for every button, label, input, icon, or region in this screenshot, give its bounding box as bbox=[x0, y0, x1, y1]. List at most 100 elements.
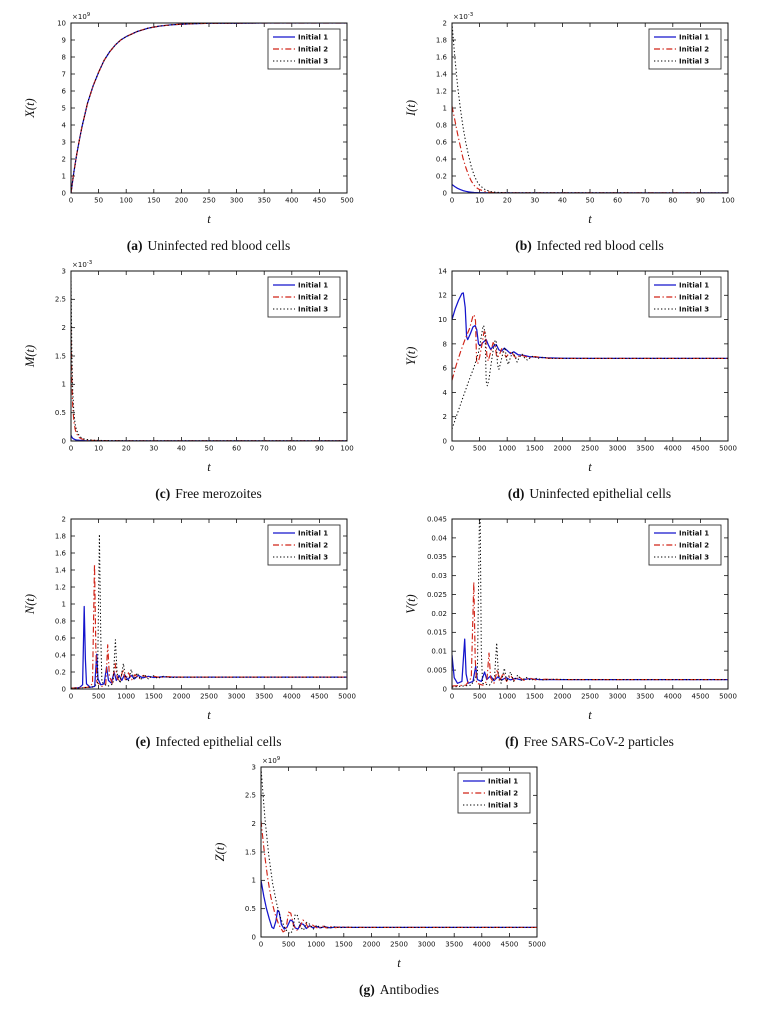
legend-label: Initial 3 bbox=[679, 306, 709, 314]
x-axis-label: t bbox=[588, 708, 592, 722]
y-tick-label: 0.4 bbox=[435, 155, 447, 163]
x-tick-label: 50 bbox=[204, 445, 213, 453]
caption-label-d: (d) bbox=[507, 486, 525, 501]
y-tick-label: 0 bbox=[61, 685, 65, 693]
y-tick-label: 2 bbox=[442, 19, 446, 27]
legend-label: Initial 2 bbox=[679, 542, 709, 550]
plot-box bbox=[70, 518, 347, 690]
series-initial-3 bbox=[451, 519, 728, 688]
series-initial-2 bbox=[70, 563, 347, 689]
x-tick-label: 5000 bbox=[719, 693, 737, 701]
x-tick-label: 350 bbox=[257, 197, 270, 205]
y-tick-label: 0.2 bbox=[54, 668, 65, 676]
figure-row-1: 0 50 100 150 200 250 300 350 400 450 500 0 1 2 3 4 5 6 7 8 9… bbox=[0, 9, 762, 254]
legend-box: Initial 1 Initial 2 Initial 3 bbox=[267, 524, 340, 566]
x-tick-label: 70 bbox=[259, 445, 268, 453]
legend-label: Initial 3 bbox=[298, 554, 328, 562]
x-tick-label: 2000 bbox=[172, 693, 190, 701]
legend-label: Initial 1 bbox=[298, 282, 328, 290]
y-tick-label: 1.5 bbox=[245, 848, 256, 856]
x-tick-label: 2500 bbox=[581, 445, 599, 453]
y-tick-label: 0.2 bbox=[435, 172, 446, 180]
chart-canvas-a: 0 50 100 150 200 250 300 350 400 450 500 0 1 2 3 4 5 6 7 8 9… bbox=[23, 12, 354, 226]
x-tick-label: 1000 bbox=[307, 941, 325, 949]
plot-box bbox=[260, 766, 538, 938]
caption-c: (c) Free merozoites bbox=[155, 486, 262, 502]
y-tick-label: 1.6 bbox=[54, 549, 66, 557]
x-axis-label: t bbox=[207, 460, 211, 474]
x-tick-label: 4000 bbox=[473, 941, 491, 949]
y-tick-label: 10 bbox=[438, 316, 447, 324]
x-tick-label: 0 bbox=[68, 445, 72, 453]
x-tick-label: 5000 bbox=[719, 445, 737, 453]
legend-label: Initial 2 bbox=[488, 790, 518, 798]
x-tick-label: 3500 bbox=[636, 693, 654, 701]
y-tick-label: 0 bbox=[61, 437, 65, 445]
legend-label: Initial 2 bbox=[679, 46, 709, 54]
y-tick-label: 8 bbox=[61, 53, 65, 61]
legend-label: Initial 3 bbox=[298, 306, 328, 314]
x-tick-label: 80 bbox=[668, 197, 677, 205]
y-tick-label: 3 bbox=[252, 763, 256, 771]
subplot-g: 0 500 1000 1500 2000 2500 3000 3500 4000 4500 5000… bbox=[211, 753, 551, 998]
subplot-f: 0 500 1000 1500 2000 2500 3000 3500 4000 4500 5000… bbox=[402, 505, 742, 750]
plot-box bbox=[70, 22, 347, 194]
x-tick-label: 40 bbox=[557, 197, 566, 205]
x-tick-label: 4000 bbox=[663, 445, 681, 453]
y-tick-label: 1.2 bbox=[54, 583, 65, 591]
y-tick-label: 0.025 bbox=[426, 591, 446, 599]
y-tick-label: 0.4 bbox=[54, 651, 66, 659]
x-tick-label: 200 bbox=[174, 197, 187, 205]
subplot-d: 0 500 1000 1500 2000 2500 3000 3500 4000 4500 5000… bbox=[402, 257, 742, 502]
y-tick-label: 1.8 bbox=[54, 532, 65, 540]
x-tick-label: 500 bbox=[472, 445, 485, 453]
x-tick-label: 3500 bbox=[636, 445, 654, 453]
caption-text-e: Infected epithelial cells bbox=[155, 734, 282, 749]
y-tick-label: 2 bbox=[61, 324, 65, 332]
caption-text-a: Uninfected red blood cells bbox=[147, 238, 291, 253]
x-tick-label: 4000 bbox=[282, 693, 300, 701]
series-initial-3 bbox=[70, 533, 347, 689]
x-tick-label: 2500 bbox=[581, 693, 599, 701]
x-tick-label: 4500 bbox=[691, 445, 709, 453]
x-tick-label: 0 bbox=[259, 941, 263, 949]
legend-label: Initial 2 bbox=[298, 46, 328, 54]
x-tick-label: 0 bbox=[449, 197, 453, 205]
y-tick-label: 2 bbox=[61, 155, 65, 163]
y-tick-label: 1.8 bbox=[435, 36, 446, 44]
legend-box: Initial 1 Initial 2 Initial 3 bbox=[457, 772, 531, 814]
y-tick-label: 1.6 bbox=[435, 53, 447, 61]
x-tick-label: 3000 bbox=[227, 693, 245, 701]
legend-label: Initial 2 bbox=[298, 542, 328, 550]
series-initial-3 bbox=[70, 273, 347, 441]
legend-label: Initial 2 bbox=[298, 294, 328, 302]
caption-label-e: (e) bbox=[135, 734, 151, 749]
x-axis-label: t bbox=[207, 708, 211, 722]
legend-box: Initial 1 Initial 2 Initial 3 bbox=[267, 28, 340, 70]
x-tick-label: 5000 bbox=[338, 693, 356, 701]
x-tick-label: 50 bbox=[585, 197, 594, 205]
series-initial-3 bbox=[451, 23, 728, 193]
y-tick-label: 14 bbox=[438, 267, 447, 275]
legend-label: Initial 2 bbox=[679, 294, 709, 302]
x-tick-label: 10 bbox=[94, 445, 103, 453]
x-tick-label: 40 bbox=[176, 445, 185, 453]
x-tick-label: 3500 bbox=[445, 941, 463, 949]
caption-label-a: (a) bbox=[126, 238, 143, 253]
y-tick-label: 0.03 bbox=[431, 572, 447, 580]
figure-row-3: 0 500 1000 1500 2000 2500 3000 3500 4000 4500 5000… bbox=[0, 505, 762, 750]
y-axis-label: Y(t) bbox=[404, 347, 418, 366]
y-tick-label: 1 bbox=[61, 172, 65, 180]
x-tick-label: 20 bbox=[502, 197, 511, 205]
caption-d: (d) Uninfected epithelial cells bbox=[508, 486, 671, 502]
subplot-e: 0 500 1000 1500 2000 2500 3000 3500 4000 4500 5000… bbox=[21, 505, 361, 750]
legend-box: Initial 1 Initial 2 Initial 3 bbox=[648, 524, 721, 566]
x-tick-label: 80 bbox=[287, 445, 296, 453]
y-tick-label: 0.6 bbox=[435, 138, 447, 146]
legend-box: Initial 1 Initial 2 Initial 3 bbox=[648, 276, 721, 318]
y-tick-label: 0.6 bbox=[54, 634, 66, 642]
y-tick-label: 1 bbox=[61, 600, 65, 608]
y-tick-label: 12 bbox=[438, 292, 447, 300]
x-tick-label: 150 bbox=[147, 197, 160, 205]
x-tick-label: 50 bbox=[94, 197, 103, 205]
